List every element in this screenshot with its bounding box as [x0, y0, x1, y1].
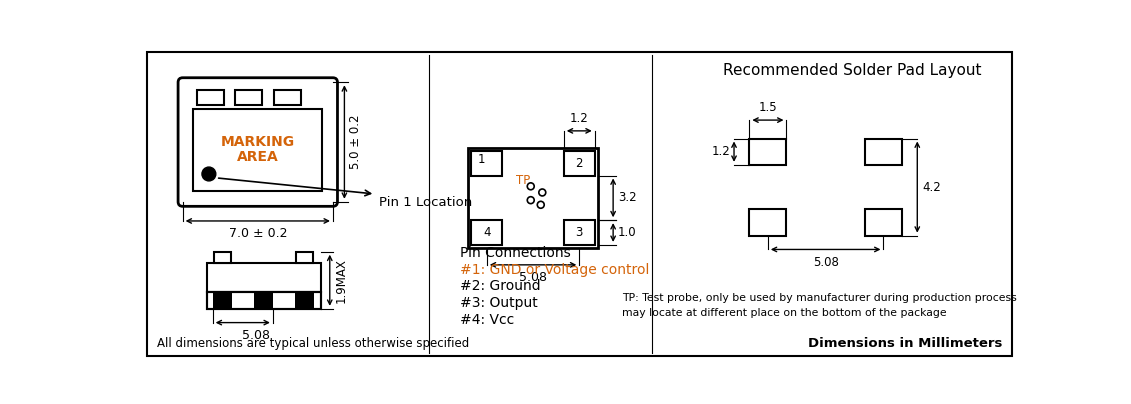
Bar — [472, 151, 502, 175]
Bar — [274, 90, 301, 105]
Bar — [564, 220, 595, 245]
Text: 5.08: 5.08 — [519, 271, 547, 284]
Text: 1: 1 — [477, 153, 485, 166]
Bar — [865, 139, 901, 165]
Bar — [197, 90, 224, 105]
Text: 7.0 ± 0.2: 7.0 ± 0.2 — [228, 227, 287, 240]
FancyBboxPatch shape — [178, 78, 337, 206]
Text: 1.5: 1.5 — [759, 101, 777, 114]
Circle shape — [202, 167, 216, 181]
Text: #2: Ground: #2: Ground — [460, 280, 541, 293]
Text: 3.2: 3.2 — [618, 191, 637, 204]
Bar — [564, 151, 595, 175]
Bar — [750, 209, 786, 236]
Text: 1.9MAX: 1.9MAX — [335, 258, 347, 303]
Bar — [253, 292, 273, 309]
Text: 4: 4 — [483, 226, 491, 239]
Text: AREA: AREA — [236, 150, 278, 164]
Text: 1.2: 1.2 — [570, 112, 588, 125]
Bar — [865, 209, 901, 236]
Bar — [207, 263, 320, 292]
Bar — [207, 292, 320, 309]
Text: 5.0 ± 0.2: 5.0 ± 0.2 — [349, 115, 362, 169]
Text: 1.2: 1.2 — [711, 145, 731, 158]
Text: TP: Test probe, only be used by manufacturer during production process
may locat: TP: Test probe, only be used by manufact… — [622, 293, 1017, 318]
Text: 1.0: 1.0 — [618, 226, 637, 239]
Text: #4: Vcc: #4: Vcc — [460, 314, 515, 327]
Bar — [193, 109, 322, 191]
Bar — [235, 90, 262, 105]
Text: Recommended Solder Pad Layout: Recommended Solder Pad Layout — [724, 63, 982, 78]
Text: 2: 2 — [576, 157, 582, 170]
Text: 5.08: 5.08 — [813, 256, 838, 269]
Bar — [468, 148, 597, 248]
Text: Dimensions in Millimeters: Dimensions in Millimeters — [809, 337, 1003, 350]
Bar — [296, 252, 313, 263]
Bar — [472, 220, 502, 245]
Bar — [207, 292, 320, 309]
Bar — [295, 292, 314, 309]
Text: TP: TP — [516, 174, 530, 187]
Text: Pin 1 Location: Pin 1 Location — [379, 196, 473, 209]
Bar — [750, 139, 786, 165]
Bar — [214, 252, 231, 263]
Text: 3: 3 — [576, 226, 582, 239]
Text: #3: Output: #3: Output — [460, 297, 537, 310]
Text: 4.2: 4.2 — [922, 181, 941, 194]
Text: All dimensions are typical unless otherwise specified: All dimensions are typical unless otherw… — [156, 337, 468, 350]
Text: Pin Connections: Pin Connections — [460, 246, 571, 260]
Text: MARKING: MARKING — [221, 135, 295, 149]
Text: 5.08: 5.08 — [242, 329, 270, 342]
Text: #1: GND or Voltage control: #1: GND or Voltage control — [460, 263, 649, 277]
Bar — [213, 292, 232, 309]
